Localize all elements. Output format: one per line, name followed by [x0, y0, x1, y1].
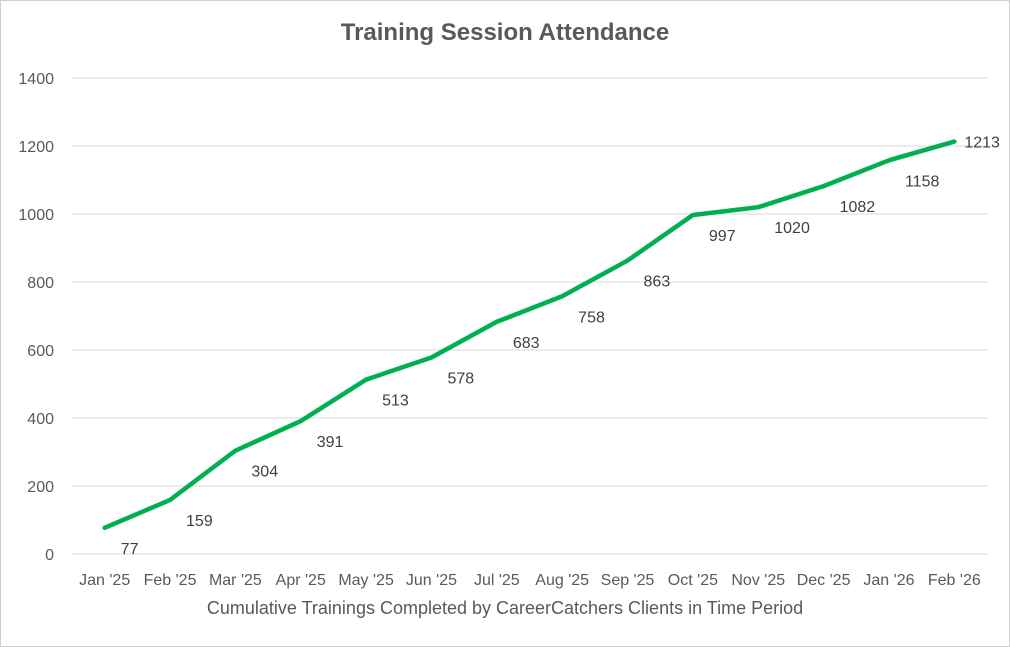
x-tick-label: Feb '25	[144, 572, 197, 589]
series-line	[102, 139, 957, 531]
data-label: 683	[513, 335, 540, 352]
x-axis-title: Cumulative Trainings Completed by Career…	[206, 598, 804, 618]
data-label: 159	[186, 513, 213, 530]
data-point	[887, 158, 891, 162]
data-point	[495, 320, 499, 324]
y-tick-label: 200	[27, 479, 54, 496]
y-tick-label: 800	[27, 275, 54, 292]
data-point	[560, 294, 564, 298]
x-tick-label: Jan '26	[863, 572, 914, 589]
x-tick-label: May '25	[338, 572, 394, 589]
x-tick-label: Jul '25	[474, 572, 520, 589]
x-tick-label: Mar '25	[209, 572, 262, 589]
data-point	[299, 419, 303, 423]
y-tick-label: 400	[27, 411, 54, 428]
data-label: 997	[709, 228, 736, 245]
data-point	[103, 526, 107, 530]
y-tick-label: 1200	[18, 139, 54, 156]
data-label: 513	[382, 393, 409, 410]
data-point	[626, 259, 630, 263]
data-label: 863	[644, 274, 671, 291]
x-tick-label: Dec '25	[797, 572, 851, 589]
data-point	[364, 378, 368, 382]
data-point	[233, 449, 237, 453]
x-tick-label: Nov '25	[731, 572, 785, 589]
data-point	[691, 213, 695, 217]
x-tick-label: Jan '25	[79, 572, 130, 589]
data-point	[952, 140, 956, 144]
data-label: 578	[447, 370, 474, 387]
y-tick-label: 1000	[18, 207, 54, 224]
data-label: 1213	[964, 135, 1000, 152]
data-label: 304	[251, 464, 278, 481]
x-tick-label: Jun '25	[406, 572, 457, 589]
data-label: 1020	[774, 220, 810, 237]
data-point	[429, 355, 433, 359]
data-label: 1082	[840, 199, 876, 216]
x-tick-label: Sep '25	[601, 572, 655, 589]
chart-title: Training Session Attendance	[340, 19, 670, 46]
data-label: 77	[121, 541, 139, 558]
x-tick-label: Feb '26	[928, 572, 981, 589]
x-tick-label: Aug '25	[535, 572, 589, 589]
data-label: 391	[317, 434, 344, 451]
data-label: 758	[578, 309, 605, 326]
y-tick-label: 0	[45, 547, 54, 564]
x-tick-label: Oct '25	[668, 572, 718, 589]
y-tick-label: 600	[27, 343, 54, 360]
x-tick-label: Apr '25	[276, 572, 326, 589]
data-point	[822, 184, 826, 188]
data-point	[168, 498, 172, 502]
data-label: 1158	[905, 173, 940, 190]
data-point	[756, 205, 760, 209]
y-tick-label: 1400	[18, 71, 54, 88]
